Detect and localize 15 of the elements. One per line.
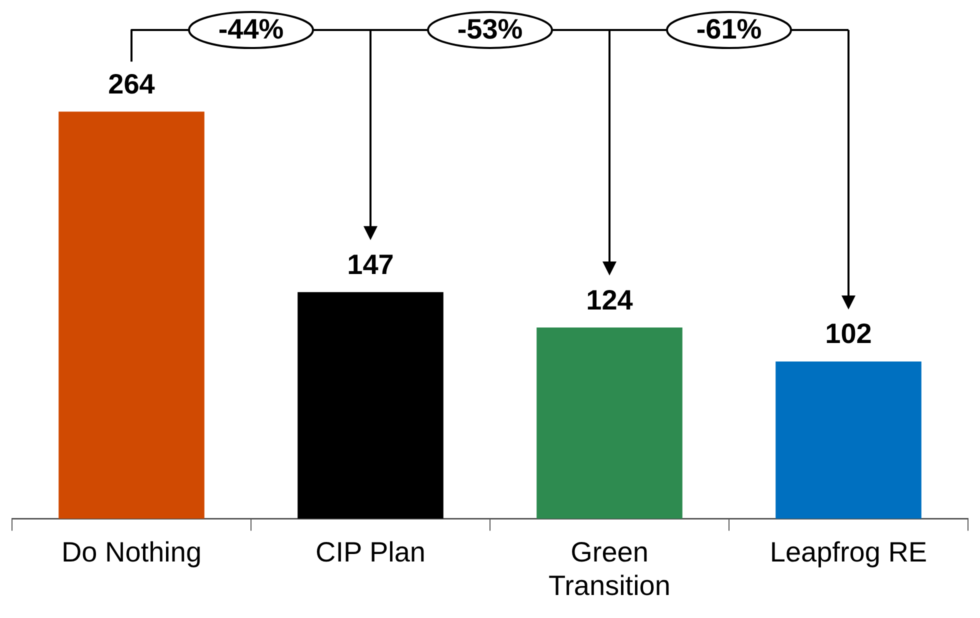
data-label: 102 bbox=[825, 318, 872, 350]
text: -53% bbox=[457, 14, 523, 45]
x-tick-label: Leapfrog RE bbox=[770, 536, 928, 568]
bar bbox=[776, 361, 922, 519]
bar bbox=[58, 112, 204, 519]
x-tick-label: Green Transition bbox=[548, 536, 670, 601]
text: -61% bbox=[696, 14, 762, 45]
data-label: 264 bbox=[108, 68, 156, 100]
text: -44% bbox=[218, 14, 284, 45]
x-tick-label: CIP Plan bbox=[316, 536, 426, 568]
data-label: 147 bbox=[347, 248, 394, 280]
bar bbox=[536, 328, 682, 519]
x-tick-label: Do Nothing bbox=[61, 536, 202, 568]
data-label: 124 bbox=[586, 284, 634, 316]
bar bbox=[298, 292, 444, 519]
